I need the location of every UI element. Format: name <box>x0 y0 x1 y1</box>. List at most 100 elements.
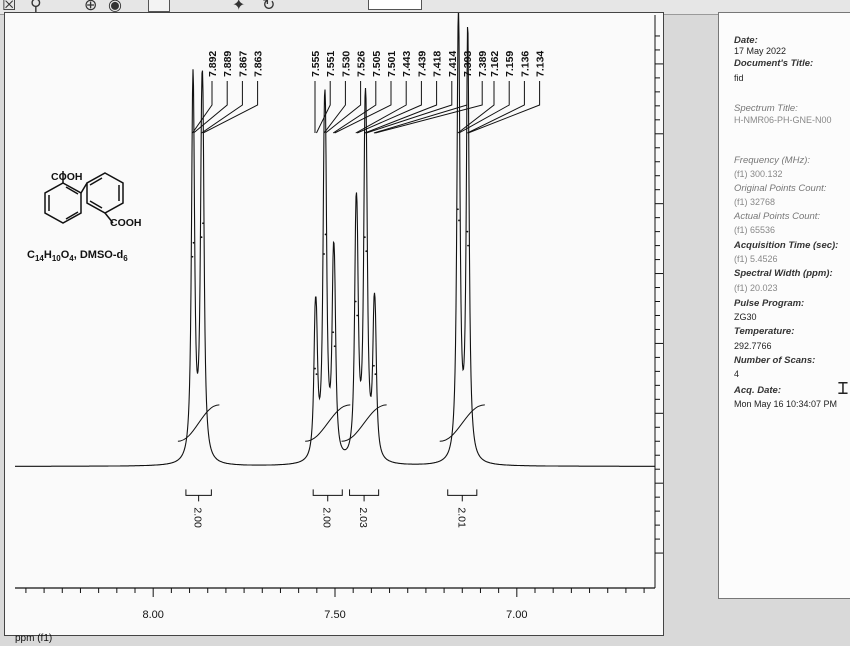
text-cursor-icon: Ꮖ <box>838 379 849 398</box>
spectrum-title-value: H-NMR06-PH-GNE-N00 <box>734 115 832 125</box>
peak-point <box>373 364 375 367</box>
page-icon[interactable] <box>148 0 170 12</box>
formula-solvent-sub: 6 <box>123 254 128 264</box>
peak-label: 7.867 <box>237 51 249 77</box>
peak-point <box>457 208 459 211</box>
peak-label: 7.418 <box>432 51 444 77</box>
peak-label: 7.526 <box>356 51 368 77</box>
peak-point <box>332 331 335 334</box>
peak-label: 7.863 <box>253 51 265 77</box>
temperature-value: 292.7766 <box>734 341 772 351</box>
date-label: Date: <box>734 35 758 46</box>
peak-point <box>323 253 325 255</box>
peak-label-connector <box>201 81 243 134</box>
peak-label-connector <box>458 81 510 134</box>
acquisition-date-label: Acq. Date: <box>734 385 781 396</box>
peak-point <box>356 314 359 317</box>
peak-point <box>458 219 460 222</box>
peak-point <box>315 373 318 376</box>
formula-c-sub: 14 <box>34 254 44 264</box>
integral-bracket <box>185 489 212 496</box>
integral-curve <box>177 404 220 442</box>
peak-label-connector <box>334 81 392 134</box>
x-tick-label: 7.50 <box>324 609 345 621</box>
rotate-icon[interactable]: ↻ <box>262 0 276 14</box>
acquisition-time-value: (f1) 5.4526 <box>734 254 778 264</box>
integral-bracket <box>447 489 478 496</box>
peak-point <box>200 236 203 239</box>
integral-value: 2.03 <box>357 507 369 528</box>
peak-point <box>314 367 316 370</box>
peak-label: 7.555 <box>310 51 322 77</box>
peak-label-connector <box>467 81 541 134</box>
document-title-label: Document's Title: <box>734 58 814 69</box>
peak-labels: 7.892 7.889 7.867 7.863 7.555 7.551 7.530 7.526… <box>192 51 547 134</box>
peak-label-connector <box>457 81 495 134</box>
x-tick-label: 7.00 <box>506 609 527 621</box>
peak-label-connector <box>202 81 259 134</box>
peak-label: 7.443 <box>401 51 413 77</box>
integral-curve <box>341 404 387 442</box>
peak-point <box>363 236 366 239</box>
record-icon[interactable]: ◉ <box>108 0 122 14</box>
zoom-in-icon[interactable]: ⊕ <box>84 0 98 14</box>
molecule-structure: COOH COOH <box>44 171 142 229</box>
peak-label: 7.505 <box>371 51 383 77</box>
spectrum-title-label: Spectrum Title: <box>734 103 798 114</box>
peak-label: 7.530 <box>340 51 352 77</box>
frequency-label: Frequency (MHz): <box>734 155 811 166</box>
frequency-value: (f1) 300.132 <box>734 169 783 179</box>
formula-o-sub: 4 <box>69 254 74 264</box>
peak-point <box>202 222 204 225</box>
integral-curve <box>439 404 485 442</box>
peak-label-connector <box>332 81 377 134</box>
spectrum-trace <box>15 13 655 467</box>
spectrum-canvas: 050010001500200025003000 8.00 7.50 7.00 7.… <box>15 13 663 621</box>
x-axis: 8.00 7.50 7.00 <box>15 587 655 621</box>
peak-label: 7.159 <box>504 51 516 77</box>
zoom-icon[interactable]: ⚲ <box>30 0 42 14</box>
peak-label-connector <box>364 81 438 134</box>
acquisition-time-label: Acquisition Time (sec): <box>734 240 839 251</box>
peak-point <box>466 230 469 233</box>
spectrum-plot: 050010001500200025003000 8.00 7.50 7.00 7.… <box>4 12 664 644</box>
peak-points <box>191 208 469 376</box>
close-box-icon[interactable]: ☒ <box>2 0 17 14</box>
peak-label-connector <box>366 81 453 134</box>
number-of-scans-value: 4 <box>734 369 740 379</box>
integral-value: 2.00 <box>321 507 333 528</box>
temperature-label: Temperature: <box>734 326 795 337</box>
peak-point <box>354 300 357 303</box>
peak-label: 7.892 <box>207 51 219 77</box>
original-points-label: Original Points Count: <box>734 183 827 194</box>
peak-label: 7.889 <box>222 51 234 77</box>
document-title-value: fid <box>734 73 744 83</box>
formula-c: C <box>27 249 35 261</box>
peak-label: 7.389 <box>477 51 489 77</box>
integral-bracket <box>312 489 343 496</box>
peak-label-connector <box>325 81 362 134</box>
peak-point <box>191 255 194 258</box>
peak-label: 7.414 <box>447 51 459 77</box>
actual-points-label: Actual Points Count: <box>734 211 821 222</box>
peak-point <box>365 250 368 253</box>
x-tick-label: 8.00 <box>142 609 163 621</box>
formula-o: O <box>60 249 70 261</box>
y-axis: 050010001500200025003000 <box>654 15 663 588</box>
peak-label-connector <box>375 81 483 134</box>
toolbar: ☒ ⚲ ⊕ ◉ ✦ ↻ <box>0 0 850 15</box>
toolbar-input[interactable] <box>368 0 422 10</box>
original-points-value: (f1) 32768 <box>734 197 776 207</box>
peak-point <box>324 233 327 236</box>
number-of-scans-label: Number of Scans: <box>734 355 816 366</box>
peak-label-connector <box>355 81 407 134</box>
pin-icon[interactable]: ✦ <box>232 0 246 14</box>
date-value: 17 May 2022 <box>734 46 787 56</box>
molecular-formula: C14H10O4, DMSO-d6 <box>27 249 128 263</box>
parameters-panel: Date: 17 May 2022 Document's Title: fid … <box>718 12 850 599</box>
peak-label-connector <box>467 81 525 134</box>
x-axis-title: ppm (f1) <box>15 633 53 644</box>
integral-curve <box>305 404 351 442</box>
pulse-program-value: ZG30 <box>734 312 757 322</box>
peak-label-connector <box>192 81 213 134</box>
